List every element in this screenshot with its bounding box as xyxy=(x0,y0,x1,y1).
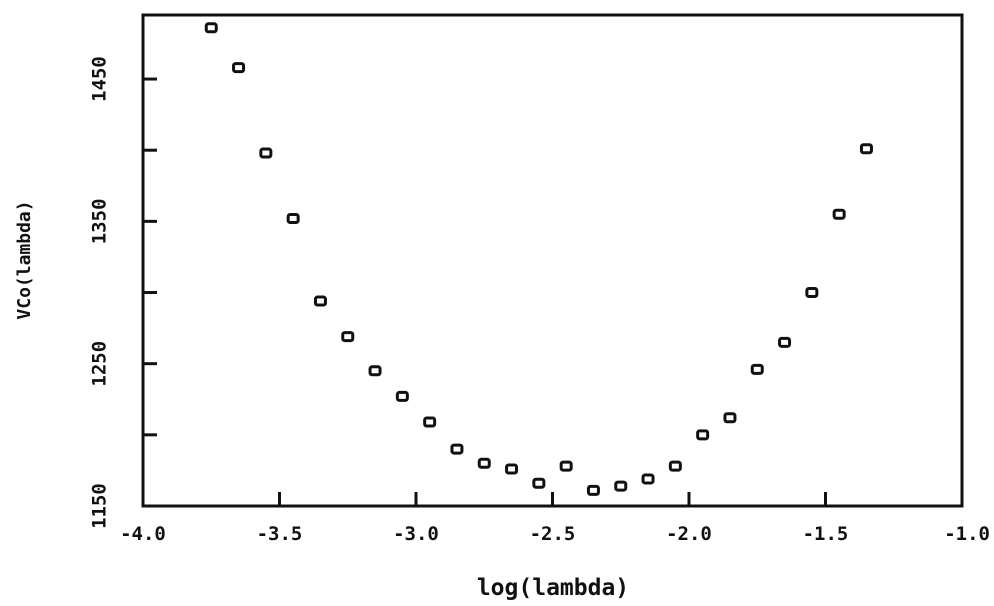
data-point xyxy=(723,412,737,424)
x-tick-label: -3.5 xyxy=(257,523,303,545)
data-point xyxy=(614,480,628,492)
data-point xyxy=(805,287,819,299)
data-point xyxy=(696,429,710,441)
plot-frame xyxy=(141,13,964,508)
data-point xyxy=(259,147,273,159)
data-point xyxy=(341,331,355,343)
x-tick-label: -2.5 xyxy=(530,523,576,545)
data-point xyxy=(232,62,246,74)
data-point xyxy=(750,363,764,375)
y-tick-label: 1350 xyxy=(89,198,111,244)
data-point xyxy=(450,443,464,455)
data-point xyxy=(286,213,300,225)
scatter-series xyxy=(204,22,873,496)
x-tick-label: -4.0 xyxy=(120,523,166,545)
data-point xyxy=(423,416,437,428)
x-tick-label: -3.0 xyxy=(393,523,439,545)
data-point xyxy=(641,473,655,485)
x-tick-label: -1.0 xyxy=(944,523,990,545)
x-axis-label: log(lambda) xyxy=(477,575,629,601)
y-tick-label: 1250 xyxy=(89,341,111,387)
data-point xyxy=(832,208,846,220)
y-axis-label: VCo(lambda) xyxy=(14,200,35,319)
data-point xyxy=(395,390,409,402)
x-axis-ticks: -4.0 -3.5 -3.0 -2.5 -2.0 -1.5 -1.0 xyxy=(120,492,990,545)
y-tick-label: 1150 xyxy=(89,483,111,529)
data-point xyxy=(668,460,682,472)
x-tick-label: -1.5 xyxy=(803,523,849,545)
data-point xyxy=(505,463,519,475)
data-point xyxy=(559,460,573,472)
x-tick-label: -2.0 xyxy=(666,523,712,545)
y-tick-label: 1450 xyxy=(89,56,111,102)
data-point xyxy=(477,457,491,469)
data-point xyxy=(204,22,218,34)
data-point xyxy=(586,484,600,496)
data-point xyxy=(313,295,327,307)
data-point xyxy=(859,143,873,155)
data-point xyxy=(532,477,546,489)
data-point xyxy=(778,336,792,348)
y-axis-ticks: 1150 1250 1350 1450 xyxy=(89,56,157,529)
data-point xyxy=(368,365,382,377)
